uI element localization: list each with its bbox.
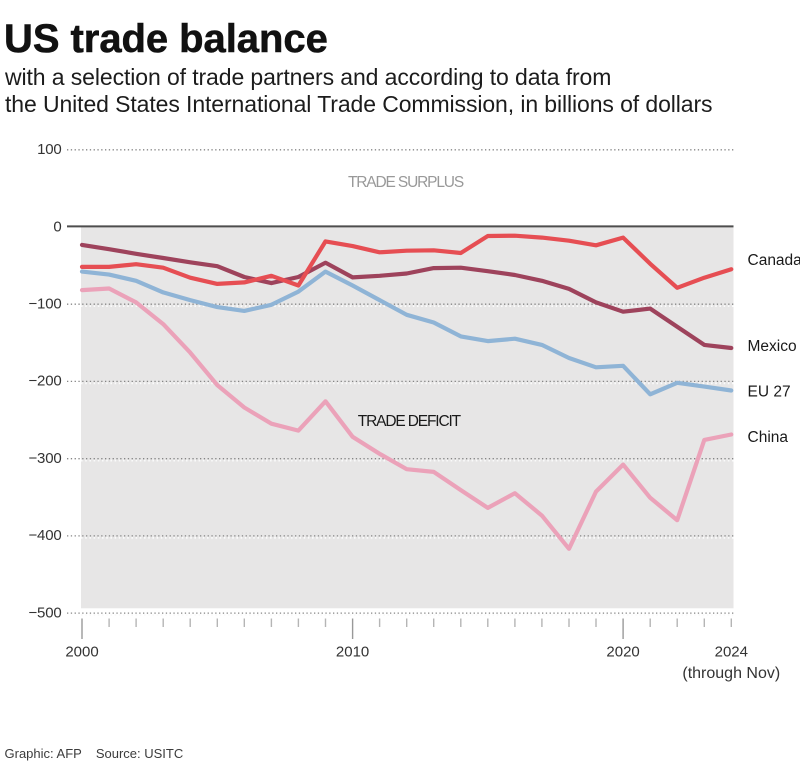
svg-text:2024: 2024 — [715, 644, 748, 661]
svg-text:China: China — [748, 429, 789, 446]
svg-text:−200: −200 — [29, 373, 62, 390]
svg-text:2000: 2000 — [65, 644, 98, 661]
svg-text:100: 100 — [37, 141, 61, 158]
svg-text:−400: −400 — [29, 527, 62, 544]
svg-text:TRADE SURPLUS: TRADE SURPLUS — [348, 174, 464, 191]
svg-text:−500: −500 — [29, 604, 62, 621]
svg-text:0: 0 — [53, 218, 61, 235]
svg-text:−100: −100 — [29, 296, 62, 313]
svg-text:2010: 2010 — [336, 644, 369, 661]
svg-text:Mexico: Mexico — [748, 338, 797, 355]
svg-text:(through Nov): (through Nov) — [682, 665, 780, 682]
svg-text:−300: −300 — [29, 450, 62, 467]
svg-text:Canada: Canada — [748, 252, 800, 269]
svg-text:2020: 2020 — [606, 644, 639, 661]
svg-text:TRADE DEFICIT: TRADE DEFICIT — [358, 413, 462, 430]
svg-text:EU 27: EU 27 — [748, 384, 791, 401]
